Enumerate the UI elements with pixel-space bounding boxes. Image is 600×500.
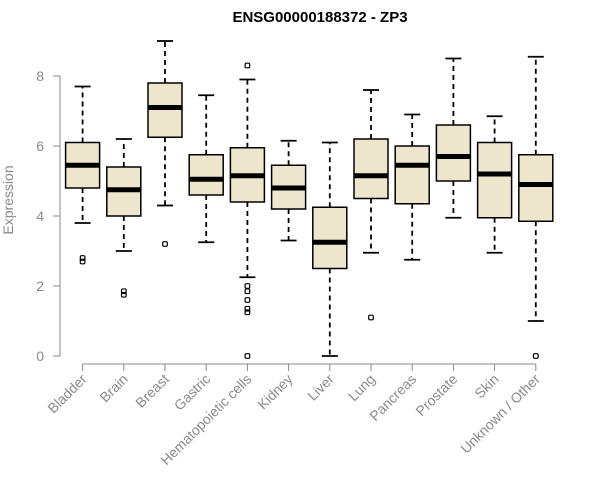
iqr-box xyxy=(188,154,224,196)
x-tick-label: Skin xyxy=(471,371,502,402)
outlier-point xyxy=(244,305,251,312)
box-prostate xyxy=(435,57,472,219)
box-pancreas xyxy=(394,113,430,261)
iqr-box xyxy=(312,206,348,270)
box-hematopoietic-cells xyxy=(229,62,266,359)
chart-title: ENSG00000188372 - ZP3 xyxy=(232,9,407,26)
outlier-point xyxy=(244,309,251,316)
y-axis-label: Expression xyxy=(0,165,16,234)
x-tick-label: Bladder xyxy=(44,371,90,417)
y-tick-label: 8 xyxy=(36,68,44,84)
y-tick-label: 2 xyxy=(36,278,44,294)
box-kidney xyxy=(270,139,307,242)
box-skin xyxy=(476,115,513,254)
box-lung xyxy=(353,89,389,321)
outlier-point xyxy=(244,297,251,303)
outlier-point xyxy=(162,241,168,247)
box-breast xyxy=(147,40,183,247)
outlier-point xyxy=(79,258,86,265)
iqr-box xyxy=(435,124,472,182)
iqr-box xyxy=(147,82,183,138)
outlier-point xyxy=(244,283,251,289)
x-tick-label: Brain xyxy=(96,371,130,405)
x-tick-label: Liver xyxy=(304,371,337,404)
iqr-box xyxy=(394,145,430,205)
box-group xyxy=(64,40,554,359)
outlier-point xyxy=(244,288,251,295)
outlier-point xyxy=(368,314,374,321)
box-liver xyxy=(312,141,348,357)
outlier-point xyxy=(120,291,127,298)
y-tick-label: 6 xyxy=(36,138,44,154)
outlier-point xyxy=(532,353,539,359)
y-axis: 0 2 4 6 8 xyxy=(36,68,61,364)
outlier-point xyxy=(244,62,251,69)
x-tick-label: Kidney xyxy=(254,371,296,413)
outlier-point xyxy=(120,288,127,295)
x-tick-label: Breast xyxy=(132,371,172,411)
box-gastric xyxy=(188,94,224,244)
box-brain xyxy=(106,138,142,298)
outlier-point xyxy=(79,255,86,261)
iqr-box xyxy=(518,154,554,222)
box-unknown-other xyxy=(518,55,554,359)
iqr-box xyxy=(476,141,513,219)
x-tick-label: Prostate xyxy=(412,371,460,419)
outlier-point xyxy=(244,353,251,359)
y-tick-label: 4 xyxy=(36,208,44,224)
iqr-box xyxy=(353,138,389,200)
x-tick-label: Lung xyxy=(345,371,378,404)
y-tick-label: 0 xyxy=(36,348,44,364)
box-bladder xyxy=(64,85,101,265)
